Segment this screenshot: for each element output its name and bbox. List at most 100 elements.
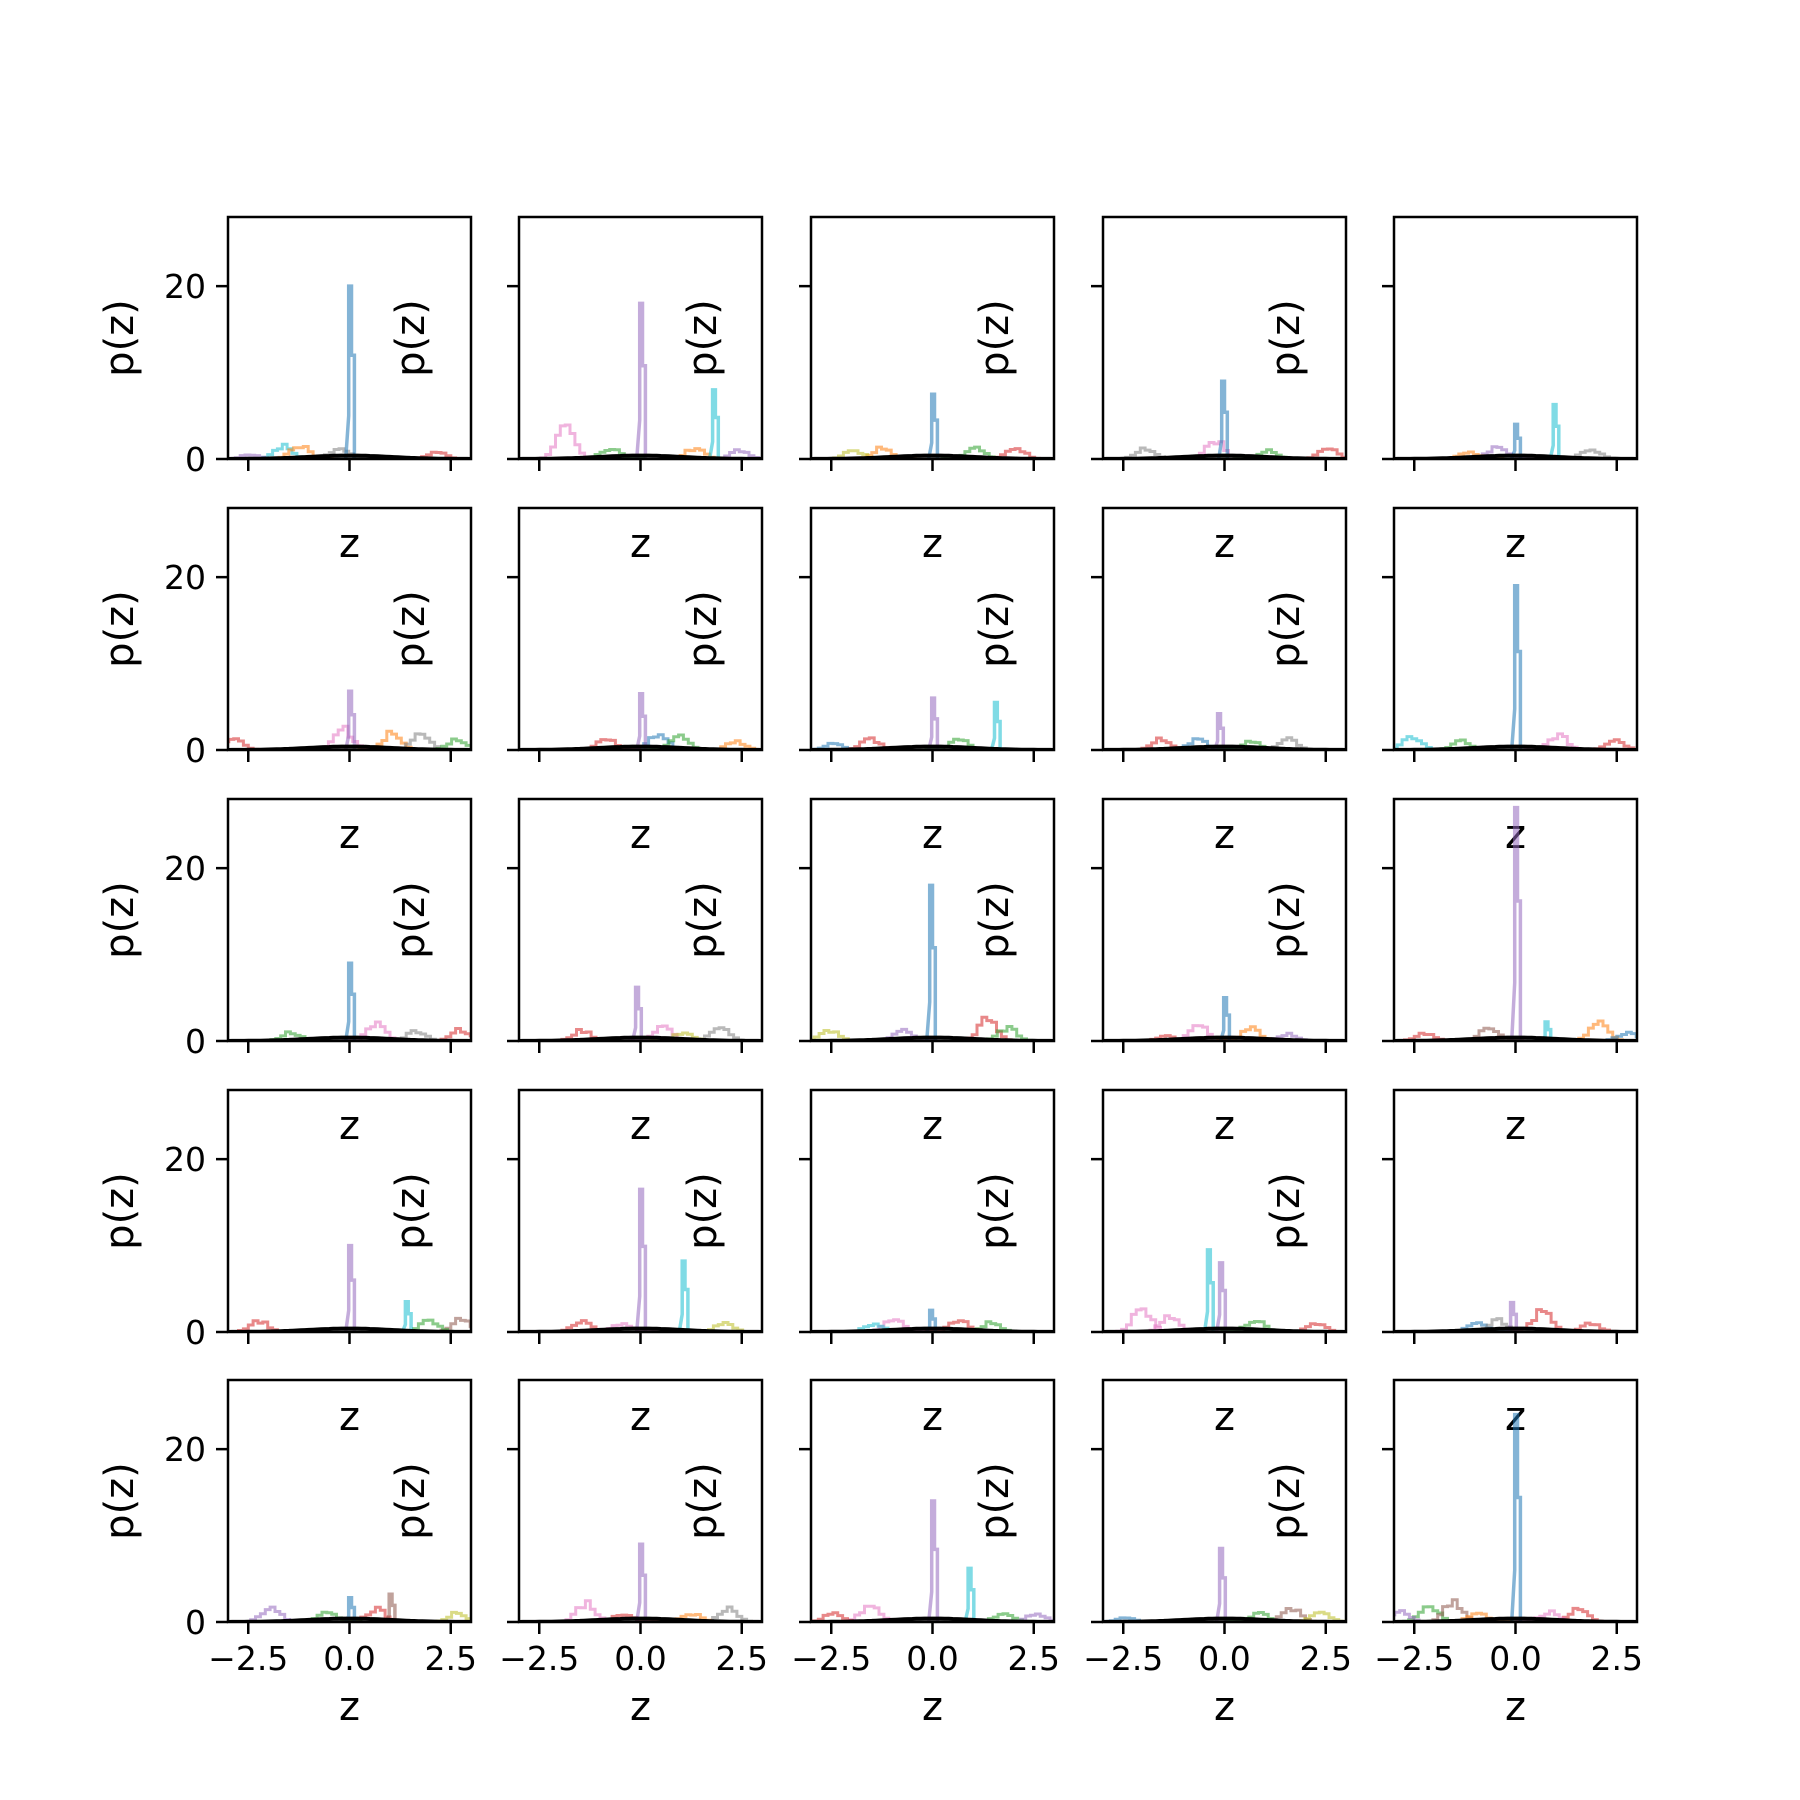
x-tick-label: 2.5 <box>1300 1639 1352 1678</box>
panel-4-2: p(z) z <box>388 1088 764 1440</box>
x-axis-label: z <box>630 521 651 567</box>
panel-frame <box>1101 215 1348 461</box>
x-axis-label: z <box>339 1394 360 1440</box>
x-tick-label: 0.0 <box>614 1639 666 1678</box>
panel-3-1: 0 20 p(z) z <box>97 797 473 1149</box>
spike-histogram-1 <box>343 961 357 1041</box>
panel-5-5: −2.5 0.0 2.5 p(z) z <box>1263 1378 1643 1730</box>
y-axis-label: p(z) <box>972 1172 1018 1250</box>
x-tick-label: 2.5 <box>425 1639 477 1678</box>
panel-5-3: −2.5 0.0 2.5 p(z) z <box>680 1378 1060 1730</box>
panel-4-3: p(z) z <box>680 1088 1056 1440</box>
panel-plot-area <box>1394 584 1637 750</box>
spike-histogram-1 <box>1505 1300 1519 1332</box>
panel-3-4: p(z) z <box>972 797 1348 1149</box>
spike-histogram-1 <box>343 284 357 459</box>
panel-plot-area <box>1103 1546 1346 1622</box>
x-tick-label: −2.5 <box>208 1639 288 1678</box>
y-axis-label: p(z) <box>388 1462 434 1540</box>
panel-plot-area <box>228 1243 471 1332</box>
panel-plot-area <box>1394 1412 1637 1622</box>
panel-1-2: p(z) z <box>388 215 764 567</box>
y-tick-label: 20 <box>164 558 206 597</box>
x-tick-label: 0.0 <box>1198 1639 1250 1678</box>
y-axis-label: p(z) <box>972 299 1018 377</box>
y-axis-label: p(z) <box>97 590 143 668</box>
panel-3-5: p(z) z <box>1263 797 1639 1149</box>
spike-histogram-1 <box>1509 584 1523 750</box>
bump-histogram-1 <box>531 423 601 459</box>
y-tick-label: 0 <box>185 1603 206 1642</box>
x-axis-label: z <box>922 1684 943 1730</box>
y-axis-label: p(z) <box>1263 299 1309 377</box>
spike-histogram-2 <box>677 1259 690 1332</box>
panel-plot-area <box>811 1308 1054 1332</box>
panel-plot-area <box>1103 711 1346 750</box>
spike-histogram-2 <box>1214 1261 1228 1332</box>
panel-1-4: p(z) z <box>972 215 1348 567</box>
spike-histogram-1 <box>1216 379 1230 459</box>
x-axis-label: z <box>1214 1103 1235 1149</box>
y-axis-label: p(z) <box>388 590 434 668</box>
spike-histogram-1 <box>630 985 644 1041</box>
spike-histogram-2 <box>707 388 721 459</box>
x-axis-label: z <box>922 1394 943 1440</box>
spike-histogram-1 <box>1214 1546 1228 1622</box>
panel-plot-area <box>519 692 762 750</box>
x-tick-label: −2.5 <box>1374 1639 1454 1678</box>
spike-histogram-1 <box>926 696 940 750</box>
x-axis-label: z <box>1505 1103 1526 1149</box>
x-axis-label: z <box>922 521 943 567</box>
spike-histogram-1 <box>926 392 940 459</box>
x-axis-label: z <box>339 812 360 858</box>
panel-2-3: p(z) z <box>680 506 1056 858</box>
panel-1-5: p(z) z <box>1263 215 1639 567</box>
panel-plot-area <box>811 696 1054 750</box>
panel-plot-area <box>1103 1248 1346 1332</box>
x-tick-label: 0.0 <box>906 1639 958 1678</box>
panel-plot-area <box>228 961 471 1041</box>
spike-histogram-1 <box>1509 805 1523 1041</box>
panel-2-4: p(z) z <box>972 506 1348 858</box>
y-axis-label: p(z) <box>680 590 726 668</box>
x-tick-label: 0.0 <box>1489 1639 1541 1678</box>
panel-plot-area <box>519 301 762 459</box>
panel-plot-area <box>1103 996 1346 1041</box>
y-axis-label: p(z) <box>388 881 434 959</box>
panel-4-4: p(z) z <box>972 1088 1348 1440</box>
y-axis-label: p(z) <box>97 299 143 377</box>
x-axis-label: z <box>630 1684 651 1730</box>
panel-5-4: −2.5 0.0 2.5 p(z) z <box>972 1378 1352 1730</box>
panel-2-5: p(z) z <box>1263 506 1639 858</box>
spike-histogram-2 <box>989 700 1002 750</box>
panel-5-2: −2.5 0.0 2.5 p(z) z <box>388 1378 768 1730</box>
x-axis-label: z <box>630 812 651 858</box>
y-axis-label: p(z) <box>680 299 726 377</box>
x-axis-label: z <box>1214 521 1235 567</box>
x-axis-label: z <box>1214 812 1235 858</box>
panel-plot-area <box>1394 805 1637 1041</box>
spike-histogram-2 <box>1548 402 1561 459</box>
x-axis-label: z <box>630 1103 651 1149</box>
x-axis-label: z <box>1214 1684 1235 1730</box>
bump-histogram-1 <box>1107 1307 1177 1332</box>
panel-5-1: −2.5 0.0 2.5 0 20 p(z) z <box>97 1378 477 1730</box>
x-tick-label: 0.0 <box>323 1639 375 1678</box>
y-tick-label: 0 <box>185 1313 206 1352</box>
spike-histogram-1 <box>1510 422 1523 459</box>
panel-plot-area <box>228 689 471 750</box>
y-axis-label: p(z) <box>1263 1462 1309 1540</box>
spike-histogram-1 <box>343 1243 357 1332</box>
spike-histogram-2 <box>384 1592 397 1622</box>
spike-histogram-1 <box>634 301 648 459</box>
y-axis-label: p(z) <box>97 1462 143 1540</box>
panel-2-1: 0 20 p(z) z <box>97 506 473 858</box>
spike-histogram-1 <box>926 1499 940 1622</box>
x-axis-label: z <box>1505 1684 1526 1730</box>
y-axis-label: p(z) <box>97 1172 143 1250</box>
y-tick-label: 20 <box>164 1140 206 1179</box>
y-axis-label: p(z) <box>1263 1172 1309 1250</box>
y-axis-label: p(z) <box>1263 881 1309 959</box>
x-tick-label: −2.5 <box>791 1639 871 1678</box>
